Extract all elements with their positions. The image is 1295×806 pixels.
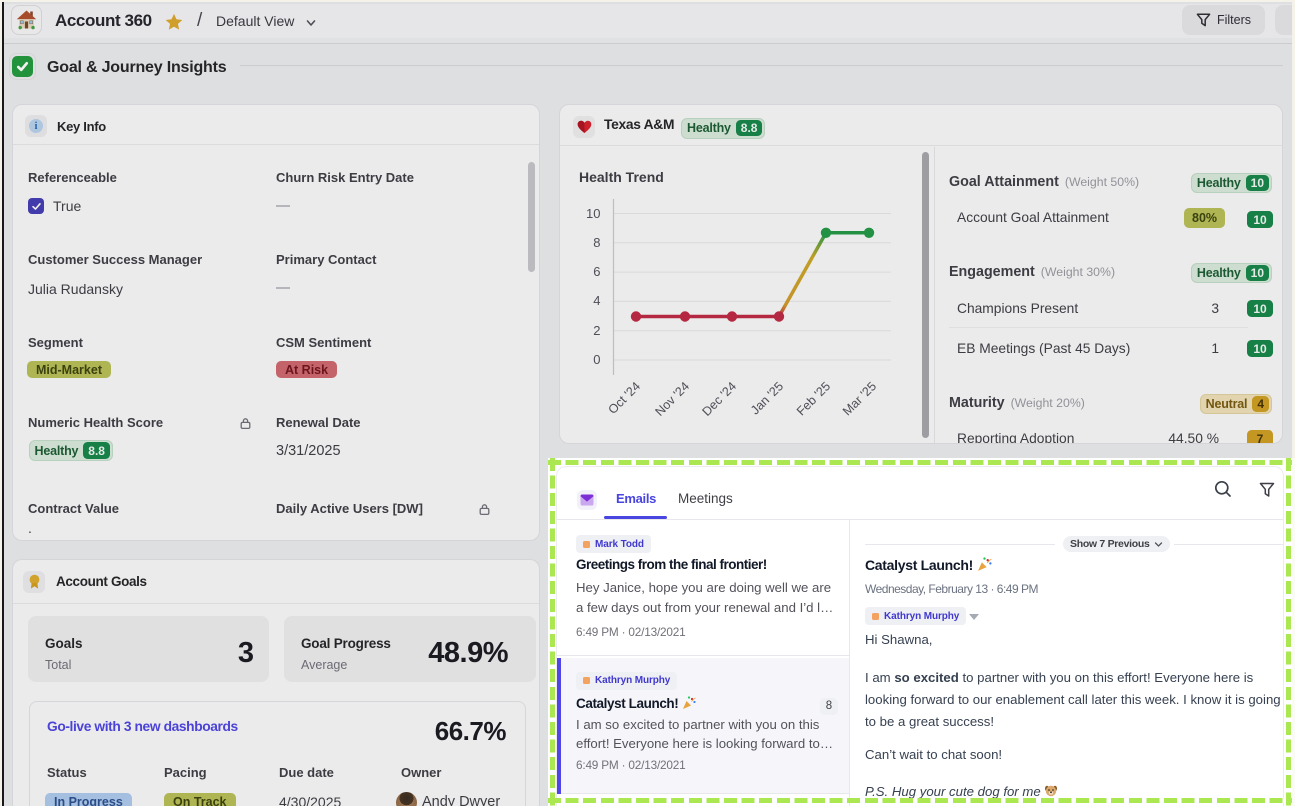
svg-text:Feb '25: Feb '25: [794, 379, 833, 418]
svg-text:Dec '24: Dec '24: [700, 379, 740, 419]
svg-text:Nov '24: Nov '24: [653, 379, 693, 419]
svg-text:6: 6: [593, 264, 600, 279]
svg-text:Jan '25: Jan '25: [748, 379, 786, 417]
svg-text:Oct '24: Oct '24: [605, 379, 643, 417]
svg-text:Mar '25: Mar '25: [840, 379, 879, 418]
svg-text:10: 10: [586, 206, 600, 221]
svg-text:2: 2: [593, 323, 600, 338]
svg-text:4: 4: [593, 293, 600, 308]
svg-text:0: 0: [593, 352, 600, 367]
svg-text:8: 8: [593, 235, 600, 250]
